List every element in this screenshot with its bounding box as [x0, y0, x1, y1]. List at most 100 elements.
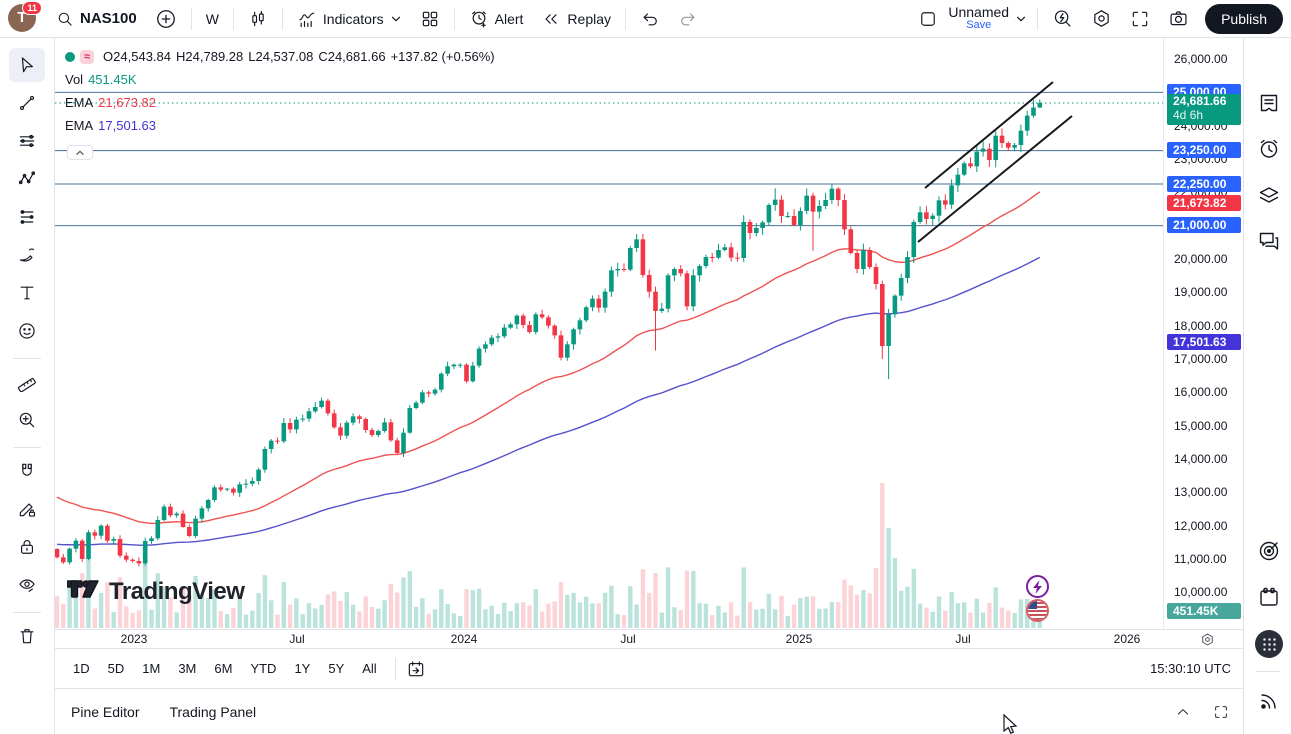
price-chart-canvas[interactable] [55, 38, 1163, 629]
undo-button[interactable] [632, 4, 669, 33]
range-button-1D[interactable]: 1D [65, 656, 98, 681]
volume-bar [930, 611, 935, 628]
time-axis[interactable]: 2023 Jul 2024 Jul 2025 Jul 2026 [55, 629, 1243, 648]
trash-icon [17, 626, 37, 646]
ema-price-badge[interactable]: 21,673.82 [1167, 194, 1241, 211]
quick-search-button[interactable] [1044, 4, 1082, 33]
pattern-tool-button[interactable] [9, 162, 45, 196]
hide-drawings-button[interactable] [9, 568, 45, 602]
us-flag-event-icon[interactable] [1026, 599, 1049, 622]
timeframe-button[interactable]: W [197, 6, 227, 31]
chart-style-button[interactable] [239, 4, 276, 33]
brush-icon [17, 245, 37, 265]
goto-date-icon[interactable] [406, 659, 426, 679]
watchlist-button[interactable] [1255, 89, 1283, 117]
eye-icon [17, 575, 37, 595]
price-axis[interactable]: 26,000.0025,000.0024,000.0023,000.0022,0… [1163, 38, 1243, 629]
volume-bar [224, 613, 230, 628]
pine-editor-button[interactable]: Pine Editor [71, 703, 140, 720]
chart-area[interactable]: ≈ O24,543.84 H24,789.28 L24,537.08 C24,6… [55, 38, 1243, 629]
price-level-badge[interactable]: 21,000.00 [1167, 217, 1241, 234]
range-button-5D[interactable]: 5D [99, 656, 133, 681]
volume-bar [180, 586, 186, 628]
ema2-legend-row[interactable]: EMA 17,501.63 [65, 118, 157, 133]
range-button-YTD[interactable]: YTD [242, 656, 285, 681]
range-button-1Y[interactable]: 1Y [286, 656, 319, 681]
range-button-1M[interactable]: 1M [134, 656, 169, 681]
emoji-tool-button[interactable] [9, 314, 45, 348]
alert-button[interactable]: Alert [460, 4, 532, 33]
utc-clock[interactable]: 15:30:10 UTC [1150, 661, 1231, 676]
snapshot-button[interactable] [1160, 4, 1198, 33]
magnet-mode-button[interactable] [9, 454, 45, 488]
screener-button[interactable] [1255, 537, 1283, 565]
object-tree-button[interactable] [1255, 181, 1283, 209]
cursor-tool-button[interactable] [9, 48, 45, 82]
ema-price-badge[interactable]: 17,501.63 [1167, 333, 1241, 350]
volume-bar [300, 614, 305, 628]
volume-bar [206, 598, 211, 628]
volume-bar [350, 604, 356, 628]
volume-bar [174, 612, 179, 628]
measure-tool-button[interactable] [9, 365, 45, 399]
price-level-badge[interactable]: 23,250.00 [1167, 142, 1241, 159]
redo-button[interactable] [670, 4, 707, 33]
candle-body [854, 253, 860, 269]
text-tool-button[interactable] [9, 276, 45, 310]
trend-line-tool-button[interactable] [9, 86, 45, 120]
range-button-6M[interactable]: 6M [206, 656, 241, 681]
panel-expand-up-icon[interactable] [1175, 704, 1191, 720]
apps-menu-button[interactable] [1255, 630, 1283, 658]
add-symbol-button[interactable] [146, 3, 185, 34]
save-link[interactable]: Save [966, 19, 992, 32]
ema-line[interactable] [56, 256, 1041, 546]
ema-line[interactable] [56, 191, 1041, 525]
lock-drawings-button[interactable] [9, 530, 45, 564]
legend-collapse-button[interactable] [67, 145, 93, 160]
publish-button[interactable]: Publish [1205, 3, 1283, 34]
range-button-All[interactable]: All [354, 656, 385, 681]
candle-body [180, 513, 186, 527]
panel-maximize-icon[interactable] [1213, 704, 1229, 720]
price-level-badge[interactable]: 22,250.00 [1167, 175, 1241, 192]
range-button-5Y[interactable]: 5Y [320, 656, 353, 681]
chat-button[interactable] [1255, 227, 1283, 255]
fib-tool-button[interactable] [9, 200, 45, 234]
zoom-in-tool-button[interactable] [9, 403, 45, 437]
fullscreen-button[interactable] [1122, 4, 1159, 33]
volume-bar [369, 606, 375, 628]
settings-button[interactable] [1083, 4, 1121, 33]
boost-event-icon[interactable] [1026, 575, 1049, 598]
chart-plot[interactable]: ≈ O24,543.84 H24,789.28 L24,537.08 C24,6… [55, 38, 1163, 629]
trading-panel-button[interactable]: Trading Panel [169, 703, 257, 720]
news-feed-button[interactable] [1255, 687, 1283, 715]
symbol-legend-row[interactable]: ≈ O24,543.84 H24,789.28 L24,537.08 C24,6… [65, 48, 495, 65]
trend-line-drawing[interactable] [924, 81, 1054, 189]
calendar-button[interactable] [1255, 583, 1283, 611]
volume-legend-row[interactable]: Vol 451.45K [65, 72, 137, 87]
layout-templates-button[interactable] [411, 4, 448, 33]
layout-save-status-button[interactable] [910, 4, 947, 33]
volume-bar [388, 583, 394, 628]
volume-bar [861, 589, 866, 628]
trend-line-drawing[interactable] [917, 115, 1073, 243]
axis-settings-gear-icon[interactable] [1200, 632, 1215, 647]
drawing-mode-button[interactable] [9, 492, 45, 526]
chevron-down-icon[interactable] [1015, 13, 1027, 25]
current-price-badge[interactable]: 24,681.66 4d 6h [1167, 93, 1241, 125]
horizontal-lines-tool-button[interactable] [9, 124, 45, 158]
user-avatar[interactable]: T 11 [8, 0, 42, 34]
layout-name-menu[interactable]: Unnamed Save [948, 5, 1009, 31]
brush-tool-button[interactable] [9, 238, 45, 272]
symbol-search-button[interactable]: NAS100 [48, 5, 145, 32]
range-button-3M[interactable]: 3M [170, 656, 205, 681]
volume-bar [294, 598, 299, 628]
candle-body [943, 200, 948, 205]
ema1-legend-row[interactable]: EMA 21,673.82 [65, 95, 157, 110]
replay-button[interactable]: Replay [533, 4, 620, 33]
remove-drawings-button[interactable] [9, 619, 45, 653]
indicators-button[interactable]: Indicators [288, 4, 410, 33]
volume-bar [640, 569, 646, 628]
radar-icon [1257, 539, 1281, 563]
alerts-panel-button[interactable] [1255, 135, 1283, 163]
